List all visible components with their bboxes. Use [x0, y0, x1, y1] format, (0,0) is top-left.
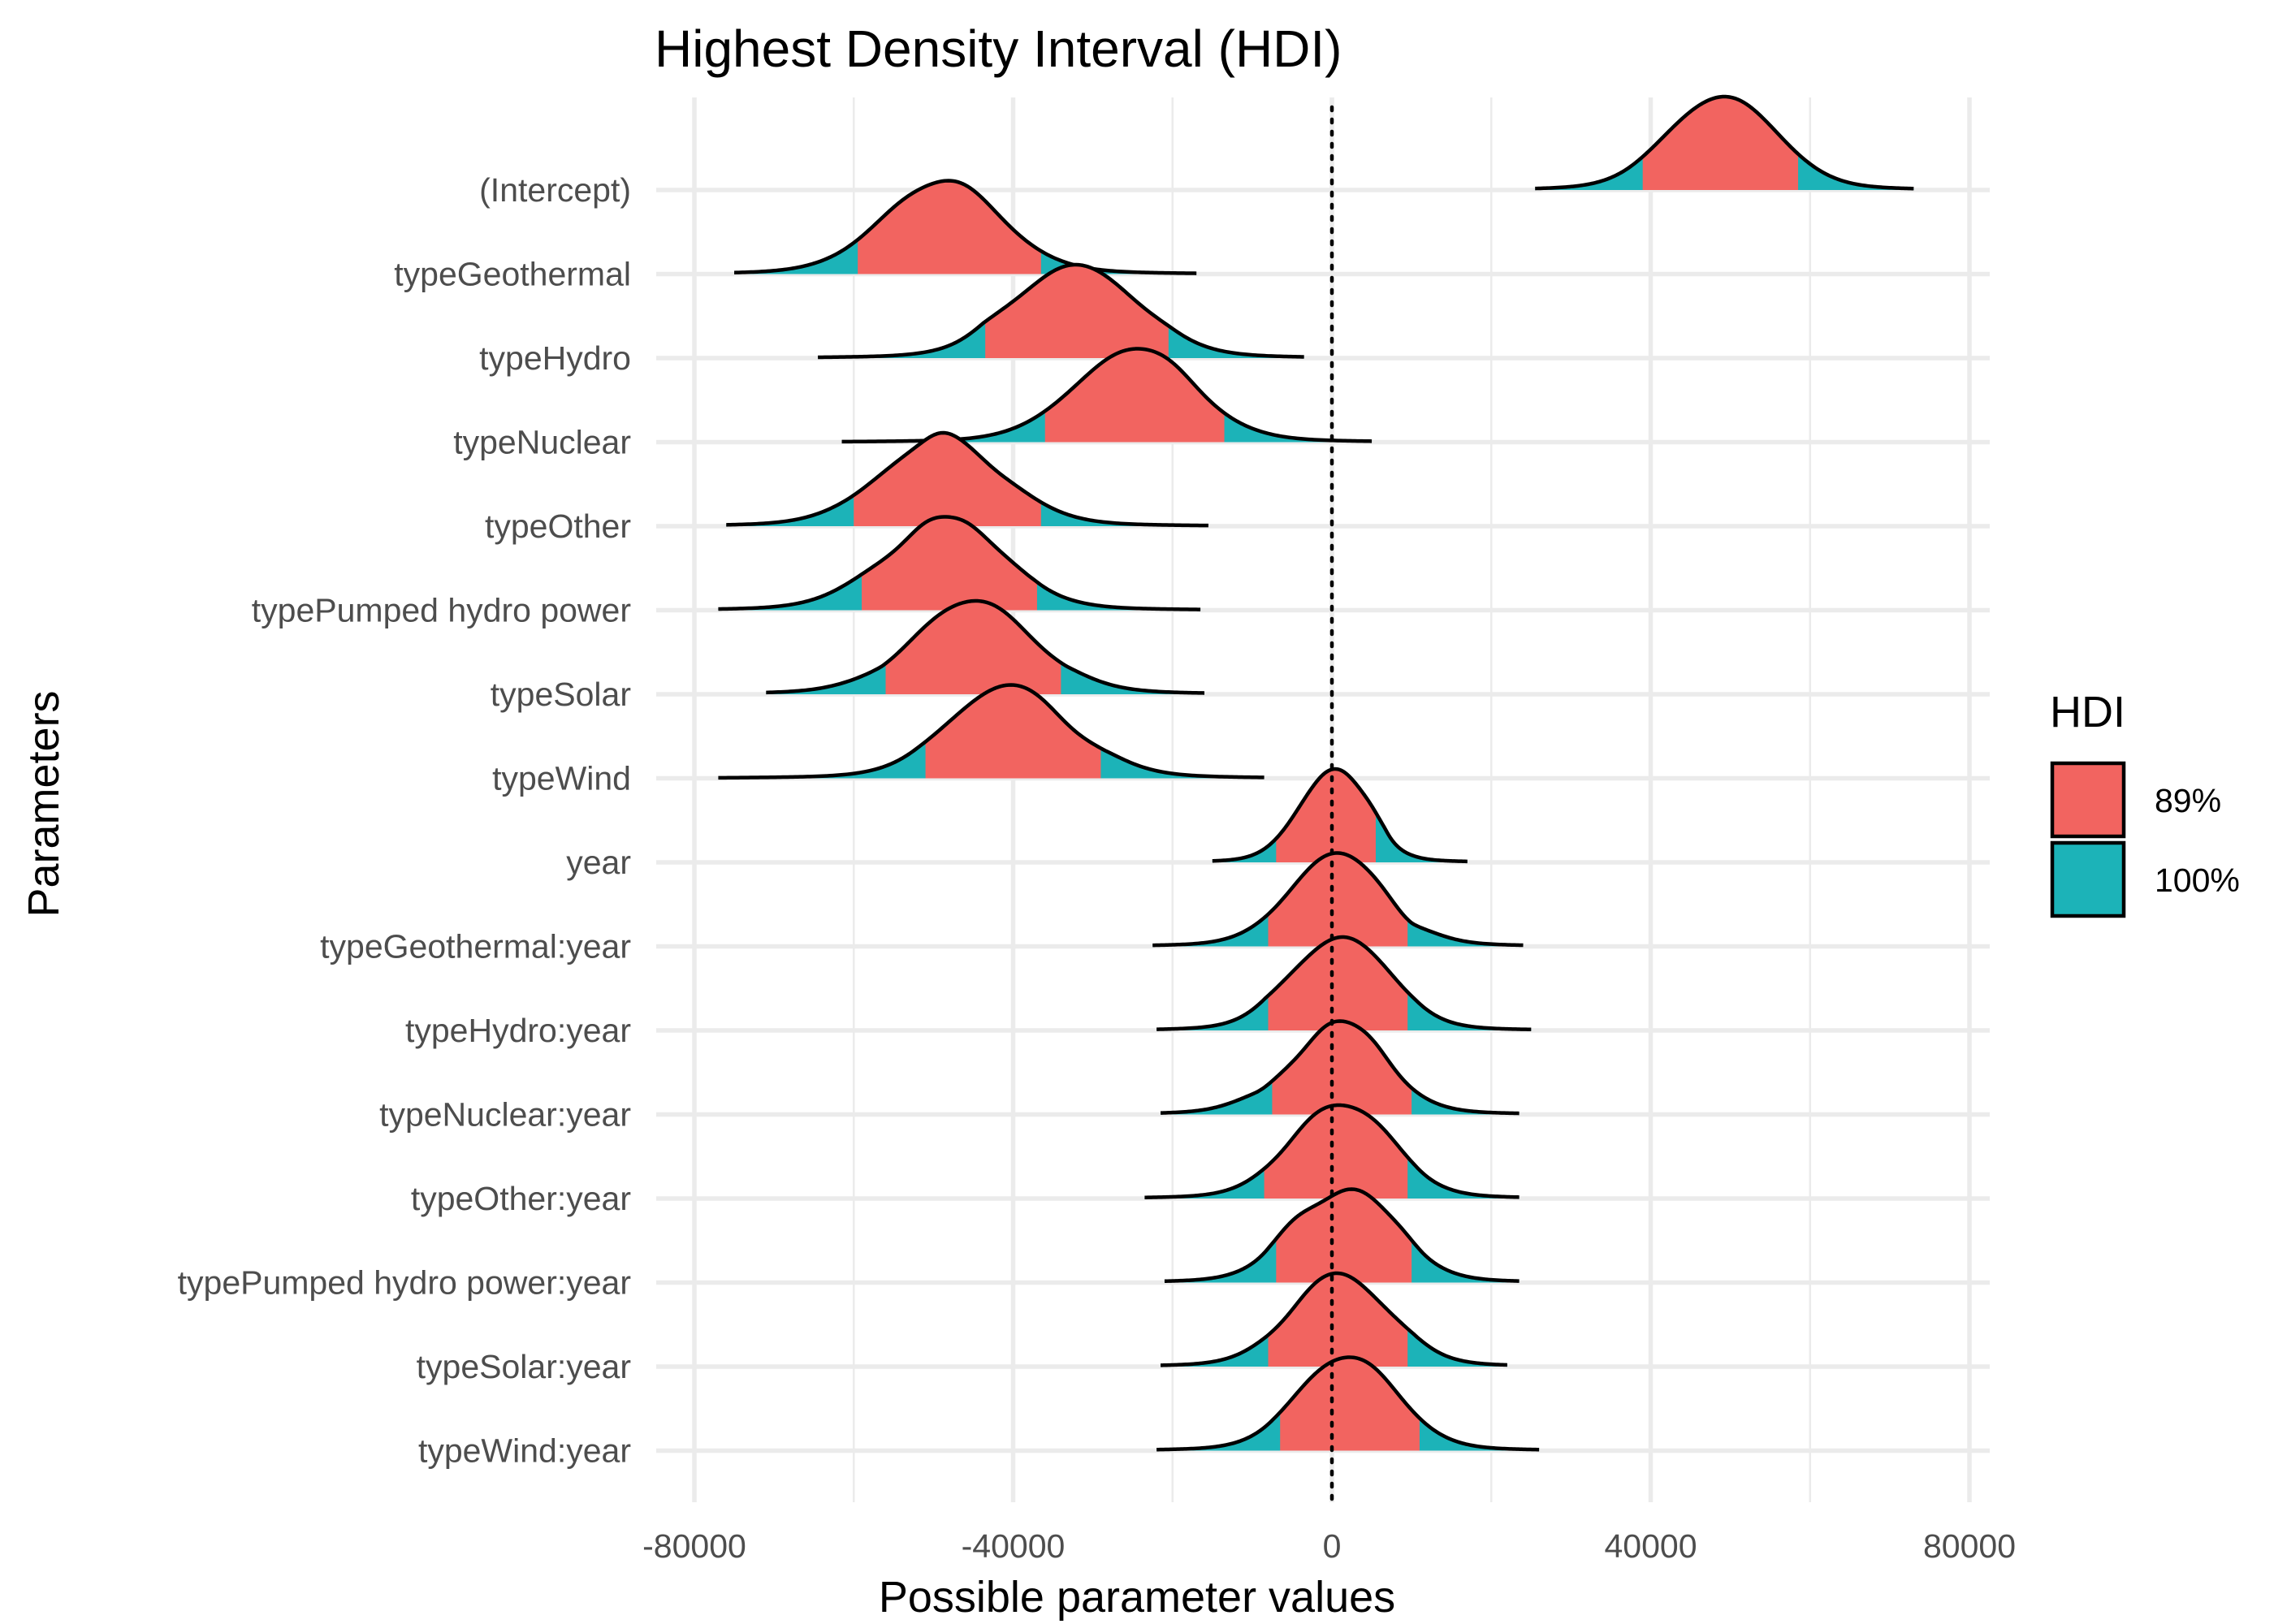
- x-tick-label: 80000: [1923, 1527, 2016, 1565]
- y-tick-label: typeWind:year: [418, 1432, 631, 1470]
- density-outline: [1160, 1019, 1520, 1116]
- hdi-89-area: [1268, 853, 1408, 947]
- density-outline: [1160, 1271, 1508, 1367]
- y-tick-label: typeSolar: [491, 676, 631, 713]
- y-tick-label: typeNuclear:year: [379, 1096, 631, 1134]
- density-outline: [718, 515, 1201, 611]
- x-tick-label: 0: [1323, 1527, 1342, 1565]
- density-outline: [1211, 767, 1468, 864]
- y-tick-label: typeOther:year: [411, 1180, 631, 1217]
- y-tick-label: typeHydro: [479, 339, 631, 377]
- y-tick-label: typeSolar:year: [417, 1348, 631, 1385]
- hdi-89-area: [1280, 1357, 1420, 1451]
- legend-swatch-89: [2050, 761, 2126, 839]
- ridge-typeother: [726, 430, 1208, 528]
- ridge-typesolar: [766, 598, 1205, 695]
- ridge-typesolar-year: [1160, 1271, 1508, 1367]
- legend: HDI 89% 100%: [2050, 688, 2240, 918]
- x-axis-title: Possible parameter values: [879, 1573, 1395, 1622]
- legend-title: HDI: [2050, 688, 2125, 736]
- legend-swatch-100: [2050, 840, 2126, 918]
- y-tick-label: typeGeothermal: [394, 256, 631, 293]
- y-tick-label: typeGeothermal:year: [320, 928, 631, 965]
- density-outline: [734, 179, 1197, 275]
- ridge-typepumped-hydro-power-year: [1164, 1187, 1520, 1284]
- y-tick-label: (Intercept): [479, 171, 631, 209]
- chart-title: Highest Density Interval (HDI): [655, 19, 1342, 78]
- hdi-89-area: [1268, 937, 1408, 1030]
- hdi-89-area: [1264, 1105, 1408, 1199]
- ridge-typewind-year: [1156, 1355, 1540, 1452]
- ridge-typewind: [718, 683, 1265, 780]
- density-outline: [1535, 94, 1914, 191]
- hdi-89-area: [1044, 348, 1225, 443]
- x-tick-label: -40000: [962, 1527, 1066, 1565]
- x-tick-label: -80000: [642, 1527, 746, 1565]
- legend-label-89: 89%: [2155, 782, 2221, 819]
- ridge--intercept-: [1535, 94, 1914, 191]
- hdi-89-area: [1642, 97, 1799, 190]
- ridge-typehydro: [818, 262, 1304, 360]
- ridge-year: [1211, 767, 1468, 864]
- hdi-89-area: [925, 685, 1101, 779]
- hdi-89-area: [885, 601, 1061, 694]
- density-outline: [726, 430, 1208, 528]
- y-tick-label: typePumped hydro power:year: [178, 1264, 631, 1302]
- density-outline: [766, 598, 1205, 695]
- hdi-89-area: [1268, 1273, 1408, 1367]
- hdi-89-area: [854, 433, 1041, 526]
- ridge-typegeothermal-year: [1152, 851, 1524, 948]
- density-outline: [1156, 935, 1532, 1032]
- density-outline: [818, 262, 1304, 360]
- x-tick-labels: -80000 -40000 0 40000 80000: [642, 1527, 2016, 1565]
- y-tick-label: typeHydro:year: [405, 1012, 631, 1049]
- y-tick-label: year: [566, 844, 631, 881]
- hdi-89-area: [862, 516, 1037, 611]
- y-axis-title: Parameters: [19, 690, 68, 917]
- density-outline: [1156, 1355, 1540, 1452]
- hdi-89-area: [1276, 769, 1376, 862]
- y-tick-label: typeOther: [485, 508, 631, 545]
- y-tick-label: typeNuclear: [453, 424, 631, 461]
- ridge-typenuclear: [841, 347, 1373, 444]
- y-tick-label: typeWind: [492, 760, 631, 797]
- y-tick-label: typePumped hydro power: [252, 592, 631, 629]
- density-outline: [718, 683, 1265, 780]
- ridge-typegeothermal: [734, 179, 1197, 275]
- hdi-89-area: [858, 180, 1041, 274]
- hdi-89-area: [1276, 1189, 1412, 1283]
- density-outline: [1164, 1187, 1520, 1284]
- ridge-typenuclear-year: [1160, 1019, 1520, 1116]
- y-tick-labels: (Intercept) typeGeothermal typeHydro typeNu…: [178, 171, 631, 1470]
- hdi-89-area: [1272, 1021, 1412, 1115]
- ridge-layer: [718, 94, 1914, 1452]
- ridge-typehydro-year: [1156, 935, 1532, 1032]
- ridge-typepumped-hydro-power: [718, 515, 1201, 611]
- x-tick-label: 40000: [1604, 1527, 1697, 1565]
- density-outline: [1152, 851, 1524, 948]
- legend-label-100: 100%: [2155, 862, 2240, 899]
